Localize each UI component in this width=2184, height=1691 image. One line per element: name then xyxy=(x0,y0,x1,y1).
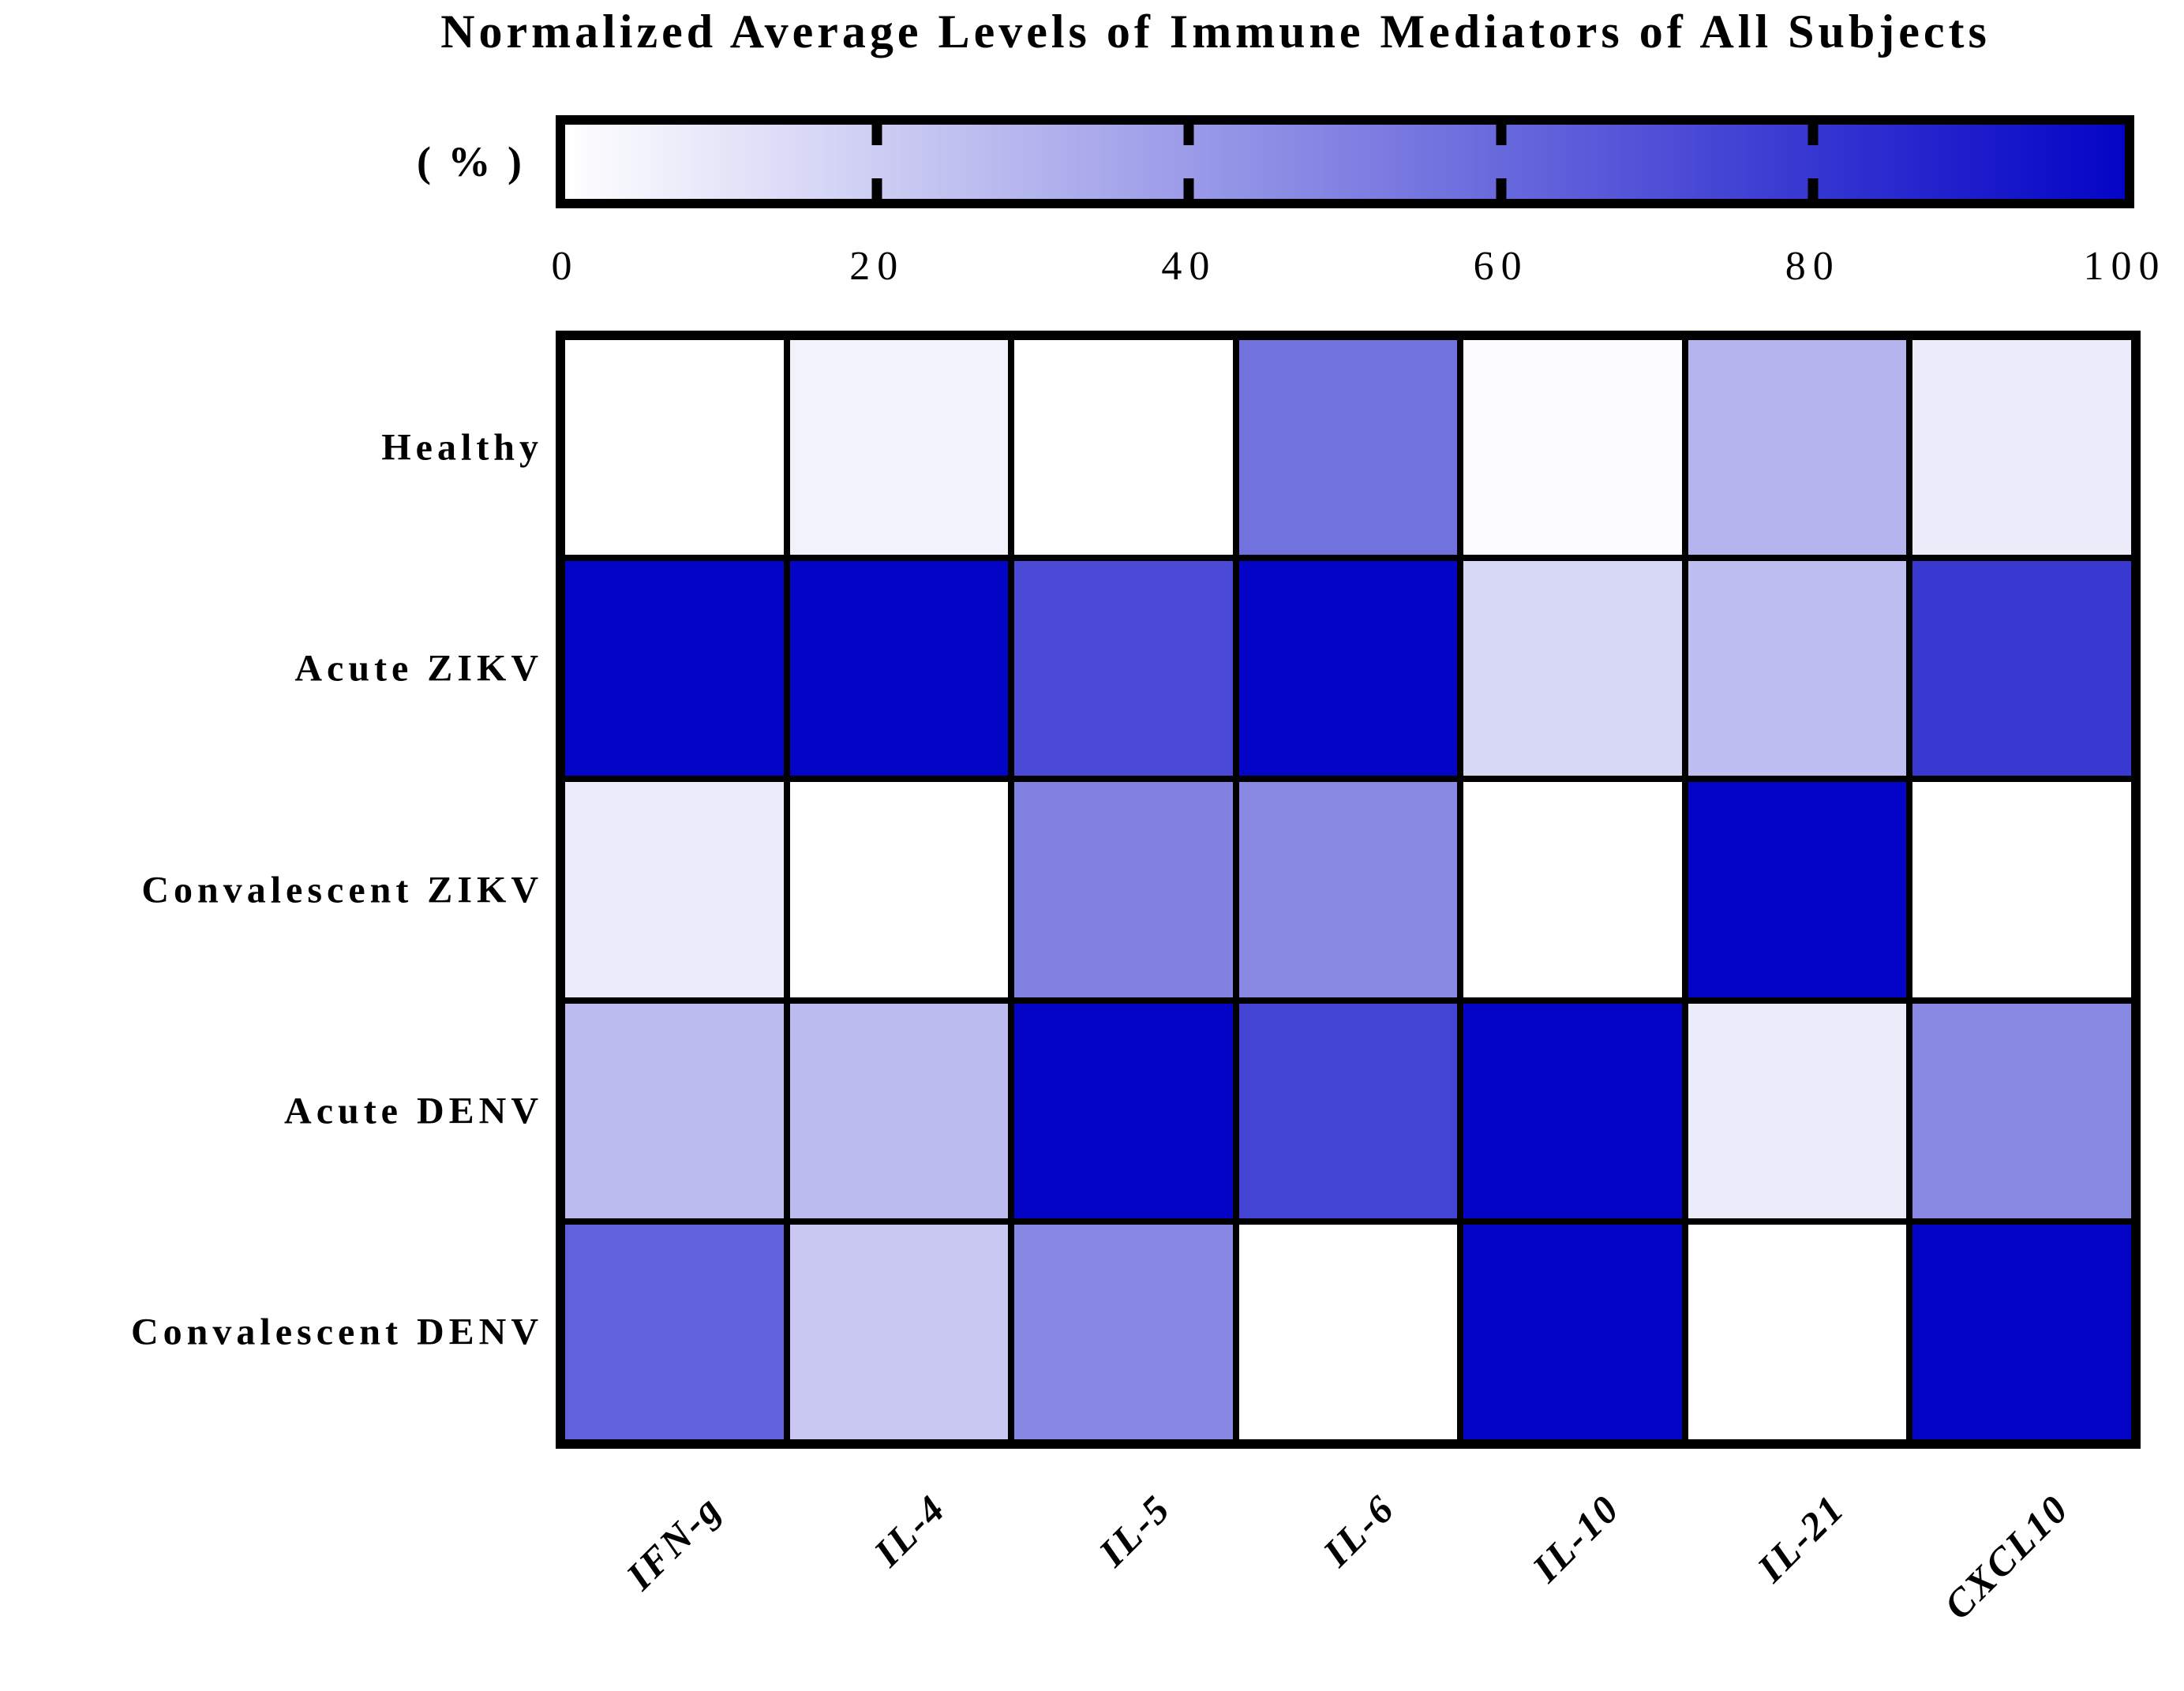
heatmap-cell-acute-zikv-il-4 xyxy=(789,561,1009,776)
colorbar-tick-80 xyxy=(1808,178,1819,199)
heatmap-cell-acute-zikv-il-6 xyxy=(1238,561,1458,776)
heatmap-cell-acute-denv-il-4 xyxy=(789,1003,1009,1218)
heatmap-cell-convalescent-zikv-cxcl10 xyxy=(1912,782,2131,997)
colorbar-tick-40 xyxy=(1183,178,1194,199)
heatmap-cell-convalescent-zikv-il-5 xyxy=(1014,782,1233,997)
heatmap-cell-acute-denv-il-6 xyxy=(1238,1003,1458,1218)
colorbar-unit-label: ( % ) xyxy=(417,138,525,185)
row-label-convalescent-zikv: Convalescent ZIKV xyxy=(141,869,543,911)
colorbar-gradient xyxy=(565,125,2125,199)
row-label-healthy: Healthy xyxy=(381,426,543,469)
column-label-il-6: IL-6 xyxy=(1314,1485,1404,1575)
heatmap-cell-convalescent-denv-il-10 xyxy=(1463,1224,1682,1439)
column-label-il-4: IL-4 xyxy=(865,1485,955,1575)
column-label-il-5: IL-5 xyxy=(1089,1485,1179,1575)
heatmap-cell-convalescent-zikv-il-21 xyxy=(1688,782,1907,997)
heatmap-cell-acute-zikv-il-5 xyxy=(1014,561,1233,776)
heatmap-cell-healthy-il-6 xyxy=(1238,340,1458,556)
colorbar-tick-label-100: 100 xyxy=(2083,244,2167,289)
heatmap-cell-healthy-il-10 xyxy=(1463,340,1682,556)
heatmap-cell-convalescent-zikv-ifn-g xyxy=(565,782,784,997)
colorbar-tick-label-80: 80 xyxy=(1785,244,1841,289)
row-label-convalescent-denv: Convalescent DENV xyxy=(131,1311,543,1353)
heatmap-cell-convalescent-denv-cxcl10 xyxy=(1912,1224,2131,1439)
heatmap-cell-healthy-ifn-g xyxy=(565,340,784,556)
colorbar-tick-20 xyxy=(871,125,882,145)
heatmap-cell-convalescent-denv-il-6 xyxy=(1238,1224,1458,1439)
heatmap-cell-convalescent-denv-il-5 xyxy=(1014,1224,1233,1439)
colorbar-tick-label-40: 40 xyxy=(1161,244,1217,289)
heatmap-cell-convalescent-zikv-il-4 xyxy=(789,782,1009,997)
row-label-acute-denv: Acute DENV xyxy=(284,1090,543,1132)
heatmap-cell-acute-zikv-ifn-g xyxy=(565,561,784,776)
heatmap-cell-convalescent-denv-il-4 xyxy=(789,1224,1009,1439)
heatmap-cell-acute-denv-cxcl10 xyxy=(1912,1003,2131,1218)
chart-title: Normalized Average Levels of Immune Medi… xyxy=(440,6,1991,58)
colorbar-tick-label-20: 20 xyxy=(849,244,905,289)
column-label-il-21: IL-21 xyxy=(1748,1485,1853,1591)
heatmap-cell-convalescent-denv-ifn-g xyxy=(565,1224,784,1439)
heatmap-grid xyxy=(556,331,2141,1449)
heatmap-cell-healthy-il-21 xyxy=(1688,340,1907,556)
heatmap-cell-healthy-cxcl10 xyxy=(1912,340,2131,556)
colorbar-legend xyxy=(556,115,2134,208)
heatmap-cell-acute-denv-ifn-g xyxy=(565,1003,784,1218)
colorbar-tick-40 xyxy=(1183,125,1194,145)
colorbar-tick-80 xyxy=(1808,125,1819,145)
heatmap-cell-convalescent-zikv-il-10 xyxy=(1463,782,1682,997)
heatmap-cell-acute-denv-il-10 xyxy=(1463,1003,1682,1218)
column-label-cxcl10: CXCL10 xyxy=(1935,1485,2078,1628)
colorbar-tick-label-60: 60 xyxy=(1473,244,1529,289)
colorbar-tick-20 xyxy=(871,178,882,199)
heatmap-cell-acute-zikv-il-10 xyxy=(1463,561,1682,776)
heatmap-cell-acute-denv-il-21 xyxy=(1688,1003,1907,1218)
heatmap-cell-convalescent-denv-il-21 xyxy=(1688,1224,1907,1439)
heatmap-cell-acute-zikv-cxcl10 xyxy=(1912,561,2131,776)
colorbar-tick-60 xyxy=(1496,125,1507,145)
colorbar-tick-label-0: 0 xyxy=(551,244,579,289)
column-label-ifn-g: IFN-g xyxy=(617,1485,730,1599)
heatmap-cell-acute-denv-il-5 xyxy=(1014,1003,1233,1218)
heatmap-cell-convalescent-zikv-il-6 xyxy=(1238,782,1458,997)
colorbar-tick-60 xyxy=(1496,178,1507,199)
heatmap-cell-acute-zikv-il-21 xyxy=(1688,561,1907,776)
column-label-il-10: IL-10 xyxy=(1523,1485,1628,1591)
row-label-acute-zikv: Acute ZIKV xyxy=(294,647,543,690)
heatmap-cell-healthy-il-4 xyxy=(789,340,1009,556)
heatmap-cell-healthy-il-5 xyxy=(1014,340,1233,556)
